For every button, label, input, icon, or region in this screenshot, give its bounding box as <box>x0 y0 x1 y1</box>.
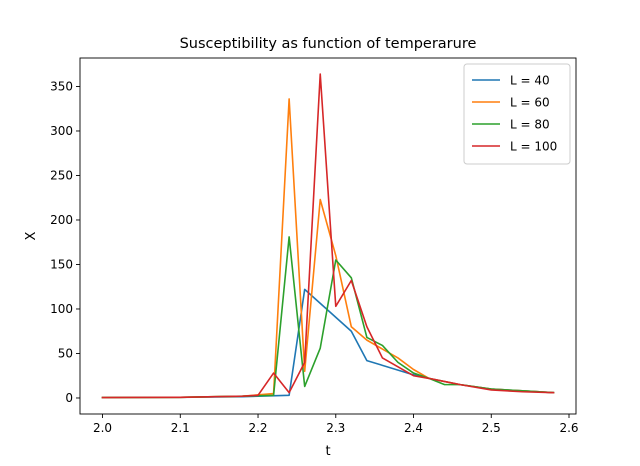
x-tick-label: 2.0 <box>93 421 112 435</box>
x-tick-label: 2.2 <box>248 421 267 435</box>
x-axis: 2.0 2.1 2.2 2.3 2.4 2.5 2.6 <box>93 414 579 435</box>
legend-label: L = 40 <box>510 74 550 88</box>
y-axis-label: X <box>24 231 39 240</box>
x-tick-label: 2.4 <box>404 421 423 435</box>
x-tick-label: 2.1 <box>171 421 190 435</box>
y-tick-label: 350 <box>50 80 73 94</box>
y-tick-label: 100 <box>50 302 73 316</box>
legend: L = 40 L = 60 L = 80 L = 100 <box>463 63 571 165</box>
plot-frame <box>79 57 577 415</box>
x-tick-label: 2.6 <box>559 421 578 435</box>
series-line-4 <box>101 73 555 399</box>
x-tick-label: 2.3 <box>326 421 345 435</box>
y-axis: 0 50 100 150 200 250 300 350 <box>50 80 80 405</box>
plot-area <box>79 57 577 415</box>
y-tick-label: 250 <box>50 169 73 183</box>
chart-title: Susceptibility as function of temperarur… <box>180 36 477 52</box>
y-tick-label: 300 <box>50 124 73 138</box>
legend-label: L = 60 <box>510 96 550 110</box>
x-axis-label: t <box>325 444 330 459</box>
legend-box <box>463 63 571 165</box>
legend-label: L = 80 <box>510 118 550 132</box>
y-tick-label: 0 <box>65 391 73 405</box>
y-tick-label: 150 <box>50 258 73 272</box>
x-tick-label: 2.5 <box>482 421 501 435</box>
legend-label: L = 100 <box>510 140 557 154</box>
y-tick-label: 50 <box>58 347 73 361</box>
y-tick-label: 200 <box>50 213 73 227</box>
